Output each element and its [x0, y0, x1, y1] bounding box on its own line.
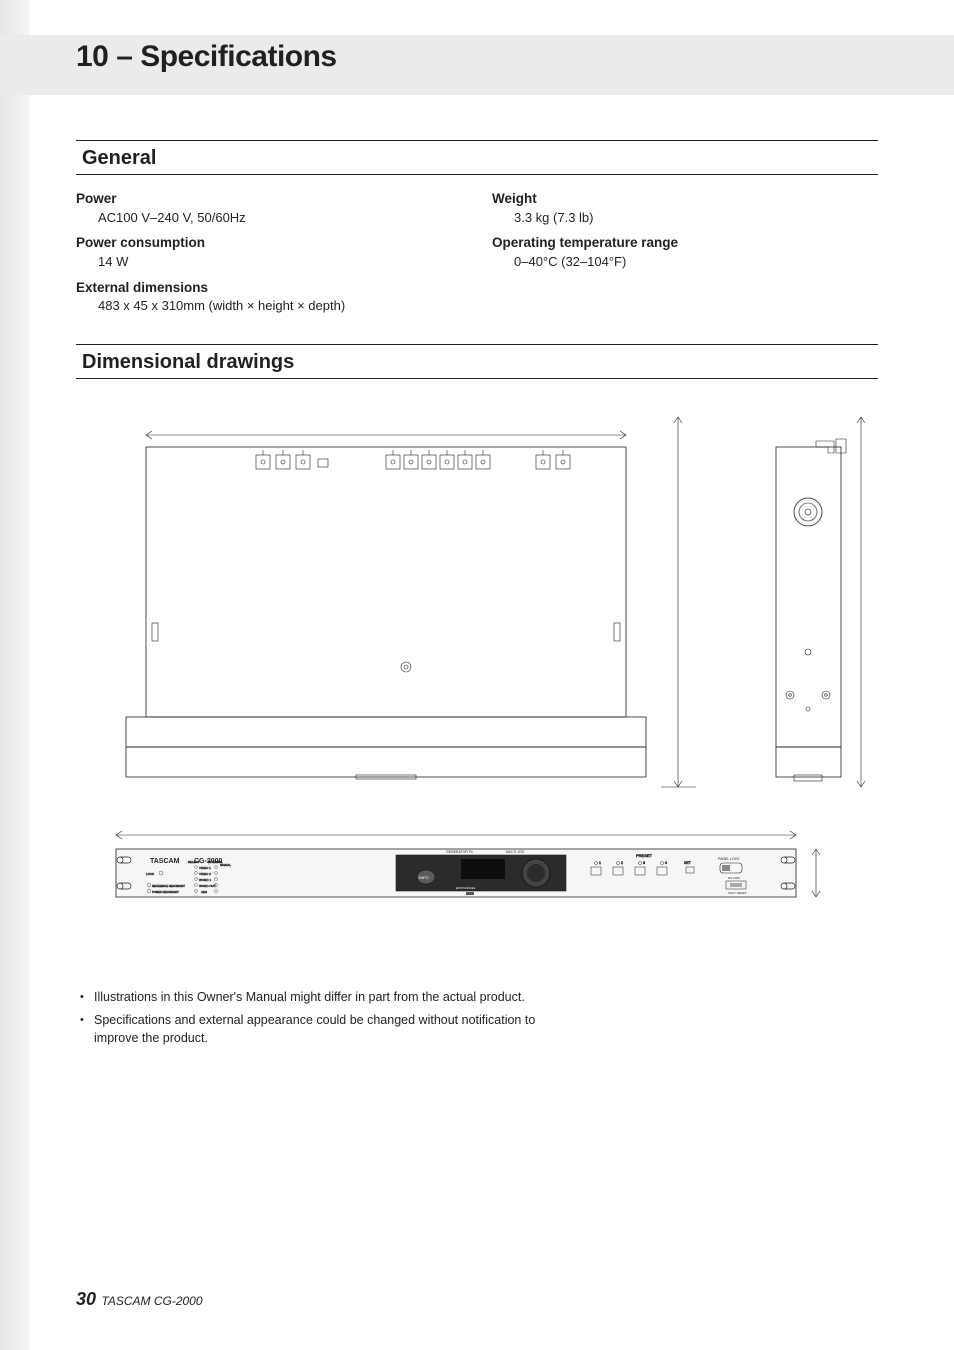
spec-label: Weight	[492, 189, 878, 209]
bullet-icon: •	[76, 1011, 94, 1047]
svg-text:1: 1	[599, 861, 601, 865]
svg-text:PRESET: PRESET	[636, 853, 653, 858]
spec-label: External dimensions	[76, 278, 462, 298]
drawing-side-view	[776, 417, 865, 787]
drawing-top-view	[126, 417, 696, 787]
page-footer: 30 TASCAM CG-2000	[76, 1289, 203, 1310]
spec-value: 14 W	[98, 253, 462, 272]
svg-text:4: 4	[665, 861, 667, 865]
section-general-heading: General	[76, 140, 878, 175]
svg-text:3: 3	[643, 861, 645, 865]
page-number: 30	[76, 1289, 96, 1309]
bullet-icon: •	[76, 988, 94, 1007]
svg-text:INFO: INFO	[419, 875, 429, 880]
spec-value: 0–40°C (32–104°F)	[514, 253, 878, 272]
svg-text:WORD OUT: WORD OUT	[199, 884, 216, 888]
svg-text:REFERENCE REDUNDANT: REFERENCE REDUNDANT	[152, 884, 185, 888]
drawing-front-view: TASCAM CG-2000 LOCK VIDEO 1 VIDEO 2 WORD	[116, 831, 820, 897]
svg-text:VIDEO 2: VIDEO 2	[199, 872, 211, 876]
svg-text:SOFT RESET: SOFT RESET	[728, 891, 747, 895]
section-dimensional-heading: Dimensional drawings	[76, 344, 878, 379]
svg-text:AES: AES	[201, 890, 207, 894]
svg-text:ESC: ESC	[478, 892, 485, 896]
spec-value: AC100 V–240 V, 50/60Hz	[98, 209, 462, 228]
svg-text:SELECT: SELECT	[188, 860, 200, 864]
footer-model: TASCAM CG-2000	[101, 1294, 202, 1308]
svg-text:LOCK: LOCK	[146, 872, 154, 876]
svg-text:GENERATOR Fs: GENERATOR Fs	[446, 850, 473, 854]
note-text: Illustrations in this Owner's Manual mig…	[94, 988, 525, 1007]
spec-label: Power consumption	[76, 233, 462, 253]
spec-columns: Power AC100 V–240 V, 50/60Hz Power consu…	[76, 189, 878, 322]
svg-text:PANEL LOCK: PANEL LOCK	[718, 857, 740, 861]
svg-text:SIGNAL: SIGNAL	[220, 863, 231, 867]
svg-text:MULTI JOG: MULTI JOG	[506, 850, 525, 854]
dimensional-drawings: TASCAM CG-2000 LOCK VIDEO 1 VIDEO 2 WORD	[76, 407, 878, 972]
spec-label: Power	[76, 189, 462, 209]
svg-text:2: 2	[621, 861, 623, 865]
notes-block: • Illustrations in this Owner's Manual m…	[76, 988, 536, 1047]
spec-value: 483 x 45 x 310mm (width × height × depth…	[98, 297, 462, 316]
chapter-title: 10 – Specifications	[76, 40, 337, 74]
spec-col-left: Power AC100 V–240 V, 50/60Hz Power consu…	[76, 189, 462, 322]
svg-text:POWER REDUNDANT: POWER REDUNDANT	[152, 890, 179, 894]
spec-value: 3.3 kg (7.3 lb)	[514, 209, 878, 228]
spec-label: Operating temperature range	[492, 233, 878, 253]
svg-text:VIDEO 1: VIDEO 1	[199, 866, 211, 870]
svg-text:EXIT/CANCEL: EXIT/CANCEL	[456, 886, 476, 890]
svg-text:SET: SET	[684, 861, 692, 865]
spec-col-right: Weight 3.3 kg (7.3 lb) Operating tempera…	[492, 189, 878, 322]
page-left-accent	[0, 0, 30, 1350]
svg-text:WORD 1: WORD 1	[199, 878, 211, 882]
front-brand-label: TASCAM	[150, 858, 180, 865]
svg-text:RS-232C: RS-232C	[728, 876, 741, 880]
note-text: Specifications and external appearance c…	[94, 1011, 536, 1047]
